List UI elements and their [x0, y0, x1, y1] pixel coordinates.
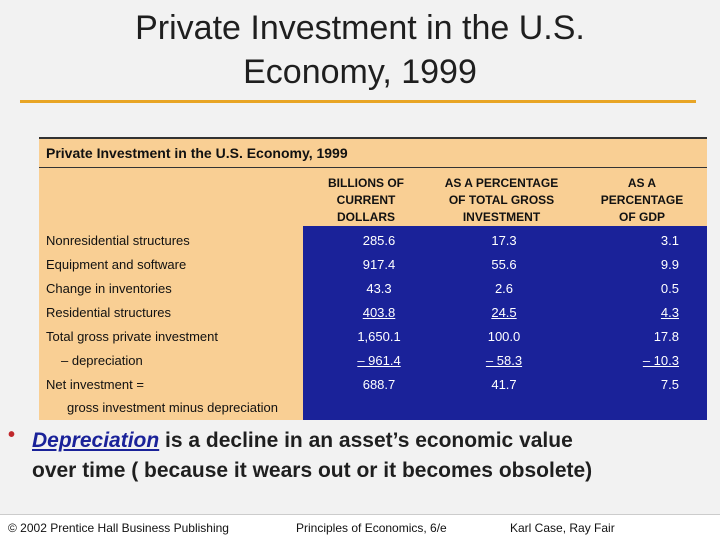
cell-billions: 688.7 [362, 377, 396, 392]
cell-billions: 285.6 [362, 233, 396, 248]
footer-authors: Karl Case, Ray Fair [510, 521, 615, 535]
cell-pct-investment: 100.0 [487, 329, 521, 344]
cell-pct-gdp: 0.5 [660, 281, 679, 296]
column-header-line: AS A PERCENTAGE [444, 176, 559, 190]
bullet-line-1: Depreciation is a decline in an asset’s … [32, 426, 702, 456]
key-term: Depreciation [32, 429, 160, 452]
cell-pct-investment: 24.5 [491, 305, 517, 320]
cell-billions: 403.8 [362, 305, 396, 320]
cell-pct-investment: – 58.3 [485, 353, 523, 368]
column-header-line: PERCENTAGE [600, 193, 684, 207]
footer-copyright: © 2002 Prentice Hall Business Publishing [8, 521, 229, 535]
cell-pct-investment: 55.6 [491, 257, 517, 272]
row-label: Residential structures [46, 305, 171, 320]
cell-billions: 1,650.1 [357, 329, 401, 344]
row-label: Net investment = [46, 377, 144, 392]
bullet-text-rest: is a decline in an asset’s economic valu… [159, 429, 573, 452]
table-caption: Private Investment in the U.S. Economy, … [46, 145, 348, 161]
row-label-area [39, 226, 303, 420]
column-header-area [39, 168, 707, 226]
row-label: – depreciation [61, 353, 143, 368]
column-header-billions: BILLIONS OF CURRENT DOLLARS [311, 175, 421, 226]
bullet-text: Depreciation is a decline in an asset’s … [32, 426, 702, 486]
column-header-line: OF TOTAL GROSS [448, 193, 555, 207]
column-header-line: OF GDP [618, 210, 665, 224]
cell-billions: 43.3 [366, 281, 392, 296]
column-header-pct-investment: AS A PERCENTAGE OF TOTAL GROSS INVESTMEN… [424, 175, 579, 226]
cell-pct-investment: 41.7 [491, 377, 517, 392]
row-label: Change in inventories [46, 281, 172, 296]
cell-pct-gdp: 3.1 [660, 233, 679, 248]
title-underline [20, 100, 696, 103]
cell-pct-gdp: 7.5 [660, 377, 679, 392]
column-header-line: CURRENT [336, 193, 396, 207]
title-line-2: Economy, 1999 [243, 53, 477, 91]
column-header-line: INVESTMENT [462, 210, 541, 224]
investment-table: Private Investment in the U.S. Economy, … [39, 137, 707, 420]
footer-book: Principles of Economics, 6/e [296, 521, 447, 535]
cell-pct-gdp: 4.3 [660, 305, 679, 320]
column-header-line: AS A [627, 176, 657, 190]
cell-billions: 917.4 [362, 257, 396, 272]
cell-pct-investment: 2.6 [494, 281, 514, 296]
cell-pct-investment: 17.3 [491, 233, 517, 248]
cell-pct-gdp: 17.8 [653, 329, 679, 344]
cell-pct-gdp: – 10.3 [642, 353, 679, 368]
slide-title: Private Investment in the U.S. Economy, … [0, 6, 720, 94]
row-label: Total gross private investment [46, 329, 218, 344]
bullet-marker: • [8, 424, 16, 446]
value-area [303, 226, 707, 420]
row-label: Equipment and software [46, 257, 187, 272]
cell-pct-gdp: 9.9 [660, 257, 679, 272]
column-header-line: BILLIONS OF [328, 176, 404, 190]
column-header-pct-gdp: AS A PERCENTAGE OF GDP [587, 175, 697, 226]
column-header-line: DOLLARS [337, 210, 395, 224]
footer: © 2002 Prentice Hall Business Publishing… [0, 514, 720, 541]
row-label: Nonresidential structures [46, 233, 190, 248]
table-note: gross investment minus depreciation [67, 400, 278, 415]
bullet-line-2: over time ( because it wears out or it b… [32, 459, 593, 482]
cell-billions: – 961.4 [357, 353, 401, 368]
table-caption-bar: Private Investment in the U.S. Economy, … [39, 137, 707, 168]
title-line-1: Private Investment in the U.S. [135, 9, 585, 47]
